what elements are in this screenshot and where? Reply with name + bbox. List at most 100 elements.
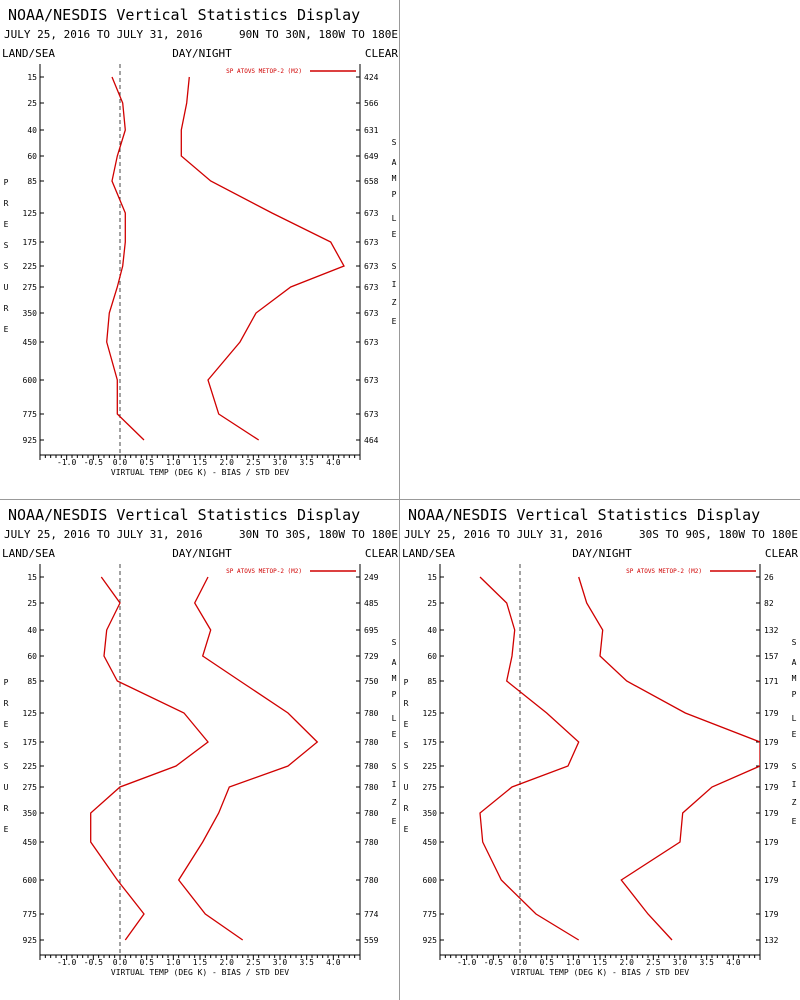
pressure-level-label: 350	[423, 809, 438, 818]
pressure-level-label: 925	[23, 936, 38, 945]
day-night-label: DAY/NIGHT	[172, 47, 232, 60]
x-tick-label: 4.0	[326, 458, 341, 467]
sample-size-label: 179	[764, 709, 779, 718]
clear-label: CLEAR	[365, 47, 398, 60]
sample-size-label: 179	[764, 762, 779, 771]
std-dev-line	[177, 576, 319, 941]
pressure-level-label: 60	[27, 152, 37, 161]
pressure-level-label: 40	[427, 626, 437, 635]
sample-size-label: 179	[764, 783, 779, 792]
pressure-level-label: 25	[27, 99, 37, 108]
x-tick-label: 3.0	[273, 458, 288, 467]
pressure-level-label: 85	[27, 677, 37, 686]
sample-size-label: 26	[764, 573, 774, 582]
chart-svg: NOAA/NESDIS Vertical Statistics Display J…	[2, 6, 398, 477]
sample-size-label: 780	[364, 738, 379, 747]
sample-size-label: 658	[364, 177, 379, 186]
pressure-level-label: 40	[27, 126, 37, 135]
x-tick-label: 2.0	[219, 458, 234, 467]
chart-title: NOAA/NESDIS Vertical Statistics Display	[408, 506, 760, 524]
pressure-level-label: 275	[423, 783, 438, 792]
clear-label: CLEAR	[365, 547, 398, 560]
pressure-level-label: 600	[23, 376, 38, 385]
pressure-level-label: 775	[23, 410, 38, 419]
pressure-level-label: 925	[23, 436, 38, 445]
x-tick-label: 0.0	[113, 458, 128, 467]
pressure-level-label: 925	[423, 936, 438, 945]
std-dev-line	[180, 76, 345, 441]
sample-size-label: 780	[364, 709, 379, 718]
sample-size-label: 566	[364, 99, 379, 108]
pressure-level-label: 225	[423, 762, 438, 771]
sample-size-label: 780	[364, 809, 379, 818]
pressure-level-label: 175	[23, 238, 38, 247]
legend-label: SP ATOVS METOP-2 (M2)	[226, 568, 302, 575]
pressure-level-label: 600	[423, 876, 438, 885]
x-tick-label: 3.5	[299, 458, 314, 467]
chart-title: NOAA/NESDIS Vertical Statistics Display	[8, 6, 360, 24]
pressure-level-label: 25	[27, 599, 37, 608]
sample-size-label: 673	[364, 376, 379, 385]
sample-size-label: 780	[364, 838, 379, 847]
clear-label: CLEAR	[765, 547, 798, 560]
x-axis-label: VIRTUAL TEMP (DEG K) - BIAS / STD DEV	[111, 468, 289, 477]
x-axis-label: VIRTUAL TEMP (DEG K) - BIAS / STD DEV	[111, 968, 289, 977]
x-tick-label: 1.0	[166, 458, 181, 467]
pressure-level-label: 125	[23, 209, 38, 218]
vertical-divider	[399, 0, 400, 1000]
sample-size-label: 673	[364, 410, 379, 419]
x-tick-label: 2.5	[646, 958, 661, 967]
sample-size-label: 179	[764, 838, 779, 847]
sample-size-label: 132	[764, 626, 779, 635]
x-tick-label: -0.5	[84, 958, 103, 967]
land-sea-label: LAND/SEA	[402, 547, 455, 560]
pressure-level-label: 275	[23, 283, 38, 292]
sample-size-label: 179	[764, 876, 779, 885]
sample-size-label: 249	[364, 573, 379, 582]
day-night-label: DAY/NIGHT	[572, 547, 632, 560]
x-tick-label: 0.0	[113, 958, 128, 967]
pressure-level-label: 125	[23, 709, 38, 718]
x-tick-label: 1.5	[193, 958, 208, 967]
x-tick-label: 2.5	[246, 458, 261, 467]
sample-size-label: 464	[364, 436, 379, 445]
pressure-level-label: 225	[23, 762, 38, 771]
sample-size-label: 559	[364, 936, 379, 945]
pressure-level-label: 225	[23, 262, 38, 271]
x-tick-label: 2.5	[246, 958, 261, 967]
pressure-level-label: 15	[27, 573, 37, 582]
sample-size-label: 82	[764, 599, 774, 608]
std-dev-line	[578, 576, 760, 941]
sample-size-label: 780	[364, 783, 379, 792]
sample-size-label: 179	[764, 809, 779, 818]
pressure-level-label: 15	[427, 573, 437, 582]
x-tick-label: 0.0	[513, 958, 528, 967]
x-tick-label: 4.0	[726, 958, 741, 967]
date-range: JULY 25, 2016 TO JULY 31, 2016	[4, 528, 203, 541]
x-tick-label: 4.0	[326, 958, 341, 967]
day-night-label: DAY/NIGHT	[172, 547, 232, 560]
pressure-level-label: 175	[23, 738, 38, 747]
x-tick-label: 3.0	[273, 958, 288, 967]
x-tick-label: 0.5	[139, 458, 154, 467]
x-tick-label: -1.0	[457, 958, 476, 967]
sample-size-label: 424	[364, 73, 379, 82]
pressure-level-label: 60	[427, 652, 437, 661]
pressure-level-label: 775	[23, 910, 38, 919]
sample-size-label: 673	[364, 283, 379, 292]
sample-size-label: 673	[364, 338, 379, 347]
x-tick-label: 0.5	[139, 958, 154, 967]
chart-panel-2: NOAA/NESDIS Vertical Statistics Display J…	[0, 500, 400, 1000]
pressure-level-label: 60	[27, 652, 37, 661]
pressure-level-label: 125	[423, 709, 438, 718]
sample-size-label: 157	[764, 652, 779, 661]
chart-panel-1: NOAA/NESDIS Vertical Statistics Display J…	[0, 0, 400, 500]
date-range: JULY 25, 2016 TO JULY 31, 2016	[4, 28, 203, 41]
x-tick-label: 1.5	[593, 958, 608, 967]
x-tick-label: 2.0	[619, 958, 634, 967]
sample-size-label: 673	[364, 209, 379, 218]
